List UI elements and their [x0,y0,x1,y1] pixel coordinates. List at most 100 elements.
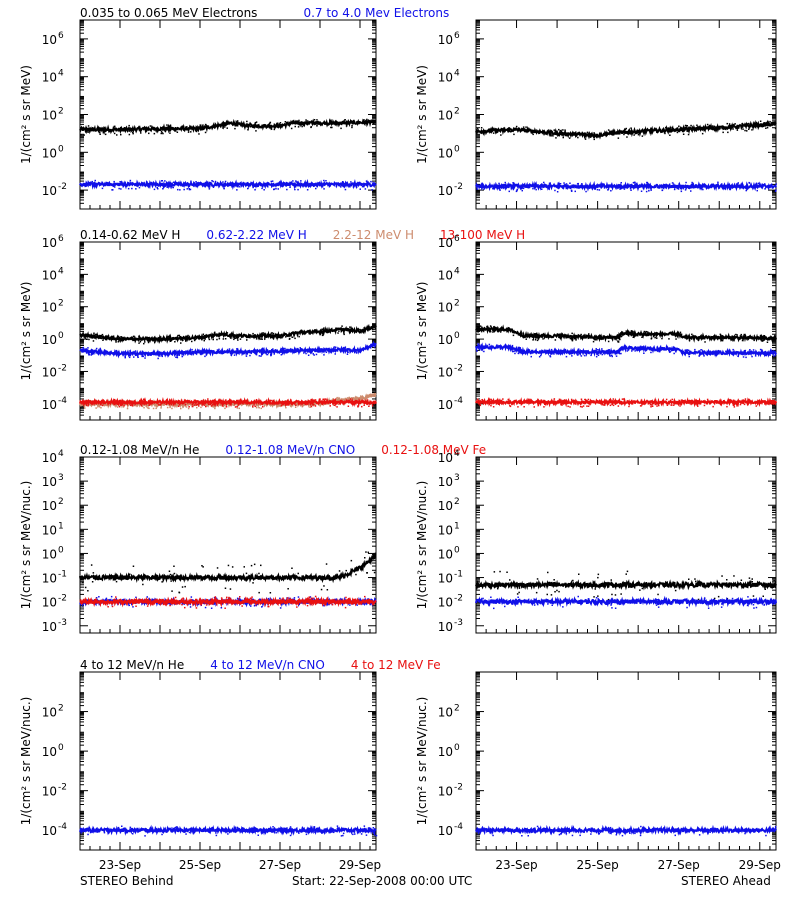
data-point [360,395,362,397]
data-point [556,186,558,188]
data-point [336,406,338,408]
data-point [143,406,145,409]
data-point [774,190,777,192]
data-point [528,130,530,132]
data-point [708,186,710,189]
data-point [132,335,135,338]
y-axis-label: 1/(cm² s sr MeV/nuc.) [415,697,429,826]
data-point [165,403,167,406]
data-point [610,579,612,581]
data-point [191,403,194,406]
data-point [314,595,317,598]
data-point [282,404,285,407]
data-point [748,577,751,579]
data-point [185,352,187,354]
data-point [512,350,514,353]
data-point [714,337,716,339]
data-point [270,180,272,183]
data-point [329,119,331,121]
y-tick-label-exponent: 2 [58,299,64,309]
data-point [173,565,175,567]
data-point [255,124,257,127]
data-point [258,407,260,409]
y-tick-label-exponent: -3 [454,618,463,628]
data-point [551,604,553,606]
data-point [223,400,226,403]
data-point [342,347,345,349]
data-point [656,828,659,830]
data-point [657,350,659,352]
data-point [236,125,239,127]
data-point [774,127,777,130]
data-point [270,128,273,130]
data-point [111,189,113,191]
data-point [752,185,755,187]
data-point [611,355,613,358]
data-point [269,592,272,594]
data-point [116,352,118,354]
data-point [611,593,613,596]
data-point [115,349,118,352]
data-point [364,557,366,559]
data-point [720,339,723,341]
data-point [272,399,274,402]
data-point [678,601,681,604]
data-point [715,583,717,585]
y-tick-label-exponent: -2 [454,594,463,604]
data-point [145,405,147,407]
series-blue [475,824,777,837]
data-point [769,354,771,356]
data-point [544,403,547,405]
data-point [551,353,553,355]
data-point [287,348,289,351]
data-point [745,356,747,359]
y-tick-label-exponent: 2 [58,497,64,507]
y-tick-label: 10 [438,706,453,720]
data-point [367,551,369,554]
data-point [709,350,711,352]
data-point [293,597,296,599]
data-point [236,185,239,188]
data-point [317,598,319,600]
data-point [619,338,621,341]
data-point [91,180,93,183]
data-point [350,181,352,183]
data-point [655,402,658,404]
data-point [295,331,297,333]
data-point [630,330,633,332]
data-point [525,338,527,340]
data-point [537,600,540,602]
data-point [316,119,318,121]
data-point [270,354,272,357]
data-point [702,350,705,353]
data-point [93,182,95,184]
data-point [98,406,101,408]
data-point [94,179,96,182]
data-point [346,400,348,403]
data-point [508,328,510,330]
data-point [686,334,688,337]
data-point [142,355,145,358]
data-point [105,597,108,600]
plot-frame [79,456,377,634]
data-point [650,127,653,130]
data-point [698,402,700,404]
data-point [497,403,500,405]
data-point [111,605,114,608]
data-point [216,829,218,831]
data-point [290,399,292,401]
data-point [542,349,544,352]
data-point [291,567,293,569]
data-point [677,602,680,604]
data-point [273,188,275,191]
data-point [367,183,370,185]
data-point [291,336,293,338]
x-tick-label: 25-Sep [179,858,221,872]
data-point [212,405,214,408]
data-point [671,398,673,401]
data-point [617,340,619,342]
data-point [159,401,161,403]
data-point [157,338,159,340]
data-point [589,136,592,138]
data-point [565,399,567,402]
